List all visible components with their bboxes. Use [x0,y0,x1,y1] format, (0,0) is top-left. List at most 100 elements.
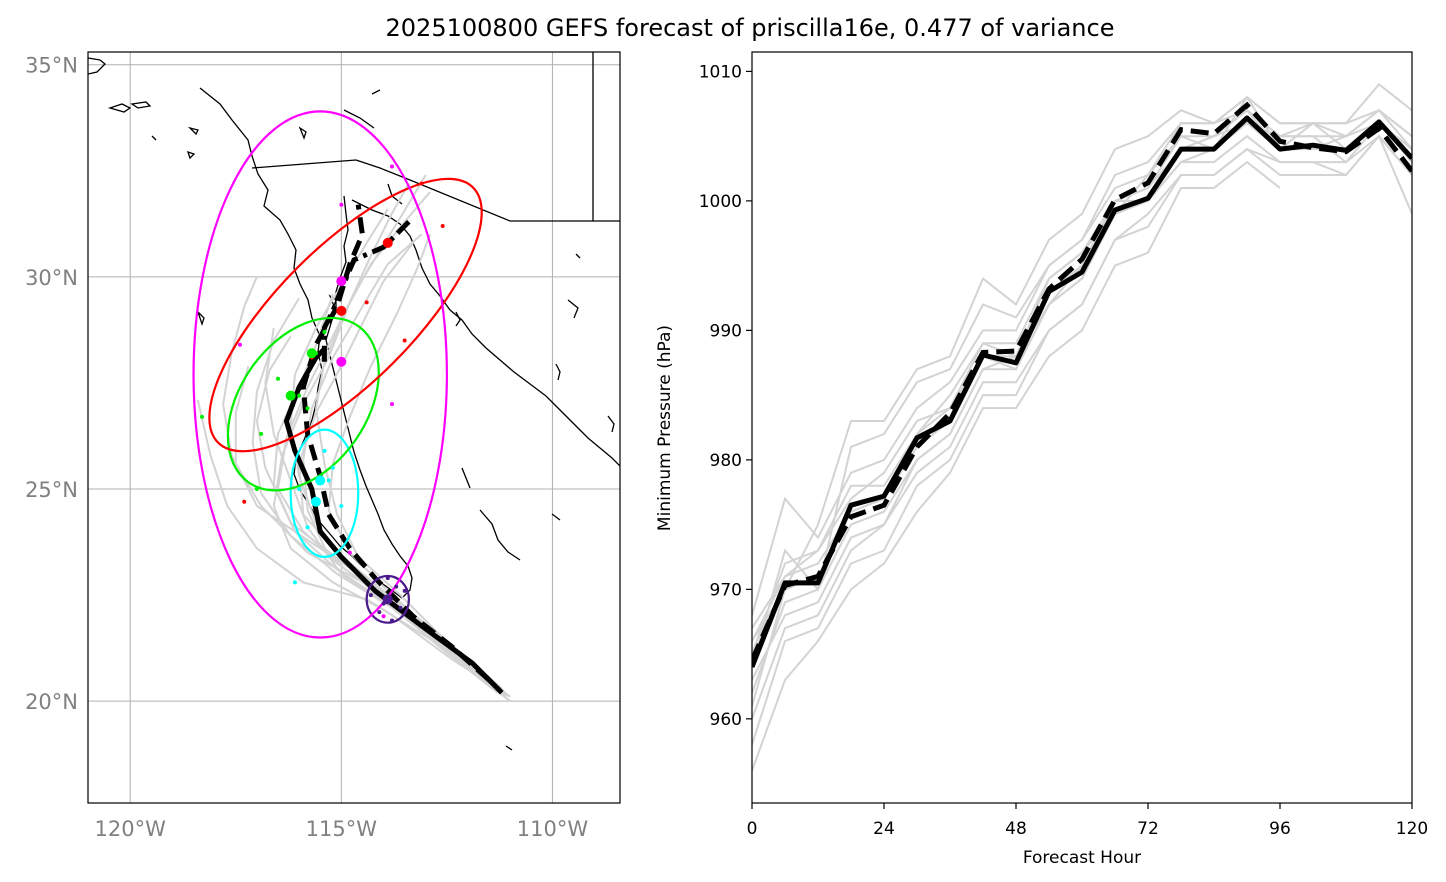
y-tick-label: 1010 [699,62,742,82]
scatter-point [254,487,259,492]
ensemble-track-3 [196,399,503,694]
pressure-ensemble-line-2 [752,83,1412,616]
mean-position-point [336,305,347,316]
pressure-ensemble-line-0 [752,109,1412,642]
x-tick-label: 96 [1269,819,1291,839]
pressure-mean-lines [752,101,1412,668]
scatter-point [326,478,331,483]
scatter-point [242,499,247,504]
scatter-point [292,580,297,585]
mean-position-point [306,348,317,359]
x-tick-label: 24 [873,819,895,839]
pressure-ensemble-line-6 [752,121,1412,681]
pressure-ensemble-line-7 [752,121,1412,707]
scatter-point [394,584,399,589]
mean-position-point [382,594,393,605]
scatter-point [347,550,352,555]
scatter-point [381,614,386,619]
scatter-point [377,610,382,615]
map-lon-tick-label: 115°W [306,817,378,841]
ensemble-track-12 [251,297,511,702]
ellipse-2 [226,316,380,492]
scatter-point [402,588,407,593]
scatter-point [276,376,280,381]
map-frame [87,51,621,804]
y-tick-label: 970 [710,580,742,600]
scatter-point [330,465,335,470]
scatter-point [398,605,403,610]
scatter-point [322,448,327,453]
scatter-point [339,202,344,207]
ellipse-0 [365,574,410,624]
scatter-point [297,393,302,398]
scatter-point [259,431,264,436]
scatter-point [385,576,390,581]
x-tick-label: 0 [747,819,758,839]
pressure-frame [751,51,1413,804]
ellipse-4 [192,110,448,639]
mean-position-point [336,356,347,367]
map-lat-tick-label: 25°N [25,478,78,502]
scatter-point [322,330,327,335]
pressure-mean-dashed [752,101,1412,662]
map-panel: 120°W 115°W 110°W 20°N 25°N 30°N 35°N [25,51,621,841]
x-tick-label: 120 [1396,819,1428,839]
scatter-point [200,414,204,419]
map-lat-tick-label: 35°N [25,54,78,78]
x-axis-label: Forecast Hour [1023,848,1141,868]
scatter-point [390,164,394,169]
scatter-point [419,181,424,186]
ellipse-3 [208,177,483,453]
mean-position-point [285,390,296,401]
x-tick-label: 48 [1005,819,1027,839]
y-axis-label: Minimum Pressure (hPa) [655,325,675,531]
mean-position-point [315,475,326,486]
pressure-ensemble-line-4 [752,160,1281,771]
y-tick-label: 990 [710,321,742,341]
mean-track-dashdot [321,219,411,362]
pressure-ticks: 0 24 48 72 96 120 960 970 980 990 1000 1010 [699,62,1428,839]
pressure-ensemble-line-11 [752,96,1412,642]
scatter-point [364,300,369,305]
ellipse-1 [289,428,360,559]
pressure-ensemble-line-3 [752,134,1412,746]
map-lat-tick-label: 30°N [25,266,78,290]
map-lon-tick-label: 110°W [517,817,589,841]
position-points [200,164,445,623]
y-tick-label: 960 [710,710,742,730]
pressure-mean-solid [752,115,1412,668]
scatter-point [297,487,302,492]
scatter-point [390,402,394,407]
mean-tracks [283,204,504,695]
mean-track-solid [283,347,504,695]
map-lon-tick-label: 120°W [95,817,167,841]
map-lat-tick-label: 20°N [25,690,78,714]
pressure-ensemble-line-5 [752,108,1412,655]
spread-ellipses [192,110,483,639]
mean-position-point [311,496,321,507]
map-gridlines [88,52,620,803]
pressure-panel: 0 24 48 72 96 120 960 970 980 990 1000 1010 Forecas… [655,51,1428,868]
y-tick-label: 1000 [699,192,742,212]
scatter-point [402,338,407,343]
mean-position-point [382,237,393,248]
x-tick-label: 72 [1137,819,1159,839]
ensemble-track-2 [234,365,499,690]
scatter-point [305,406,310,411]
scatter-point [305,525,310,530]
y-tick-label: 980 [710,451,742,471]
pressure-ensemble-line-8 [752,95,1412,629]
pressure-ensemble-line-10 [752,134,1412,720]
pressure-ensemble-lines [752,83,1412,771]
coastlines [88,52,620,751]
ensemble-track-1 [222,276,507,698]
scatter-point [368,593,373,598]
scatter-point [339,503,344,508]
pressure-ensemble-line-1 [752,134,1412,694]
scatter-point [390,618,394,623]
figure-title: 2025100800 GEFS forecast of priscilla16e… [386,14,1115,42]
mean-position-point [336,276,347,287]
scatter-point [440,223,445,228]
scatter-point [238,342,242,347]
